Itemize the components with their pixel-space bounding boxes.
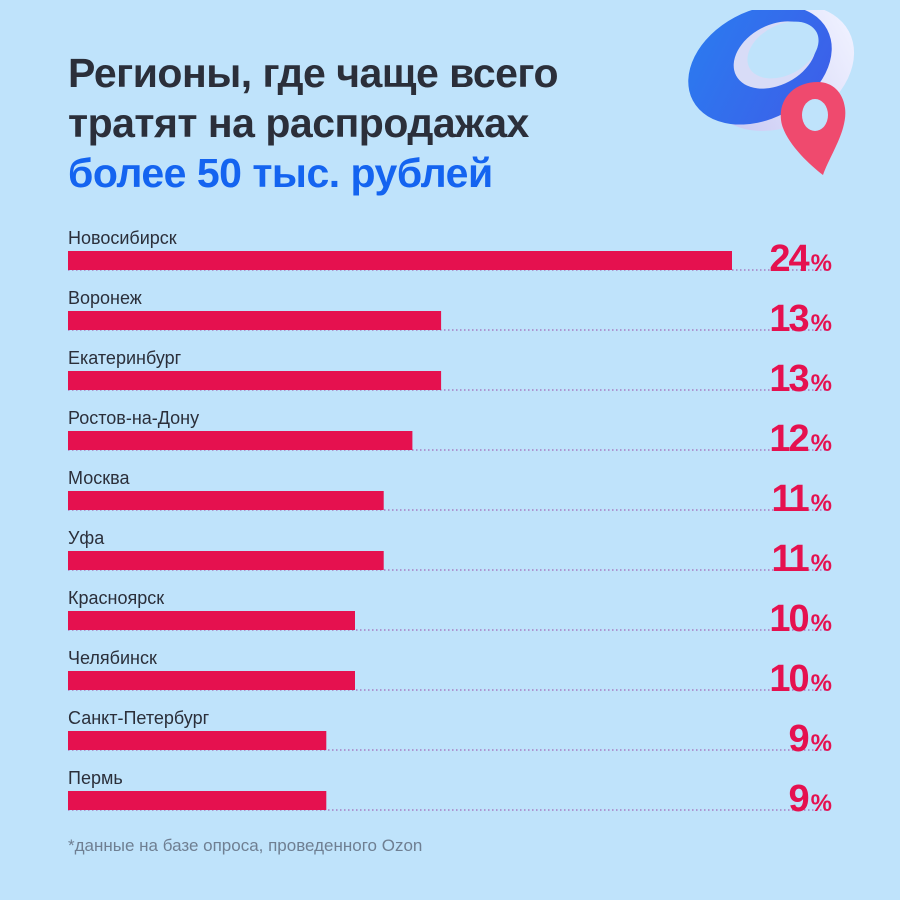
- value-unit: %: [811, 490, 832, 517]
- value-number: 9: [789, 718, 809, 760]
- value-unit: %: [811, 250, 832, 277]
- category-label: Челябинск: [68, 648, 157, 668]
- title-accent: более 50 тыс. рублей: [68, 150, 493, 196]
- bar: [68, 371, 442, 390]
- bar: [68, 791, 327, 810]
- page-title: Регионы, где чаще всего тратят на распро…: [68, 48, 559, 198]
- value-number: 10: [769, 658, 808, 700]
- value-label: 13%: [769, 358, 831, 400]
- decoration: [688, 10, 855, 175]
- footnote: *данные на базе опроса, проведенного Ozo…: [68, 836, 423, 855]
- value-number: 11: [771, 538, 809, 580]
- value-unit: %: [811, 550, 832, 577]
- value-label: 10%: [769, 658, 831, 700]
- category-label: Пермь: [68, 768, 123, 788]
- bar: [68, 311, 442, 330]
- bar: [68, 611, 355, 630]
- value-unit: %: [811, 790, 832, 817]
- value-unit: %: [811, 370, 832, 397]
- value-label: 9%: [789, 778, 832, 820]
- value-number: 9: [789, 778, 809, 820]
- value-label: 13%: [769, 298, 831, 340]
- category-label: Санкт-Петербург: [68, 708, 210, 728]
- value-label: 11%: [771, 538, 831, 580]
- value-unit: %: [811, 610, 832, 637]
- value-number: 12: [769, 418, 808, 460]
- category-label: Ростов-на-Дону: [68, 408, 199, 428]
- value-unit: %: [811, 310, 832, 337]
- category-label: Екатеринбург: [68, 348, 182, 368]
- category-label: Новосибирск: [68, 228, 177, 248]
- bar: [68, 431, 413, 450]
- bar: [68, 251, 732, 270]
- bar: [68, 731, 327, 750]
- category-label: Красноярск: [68, 588, 164, 608]
- title-line-2: тратят на распродажах: [68, 100, 529, 146]
- value-label: 9%: [789, 718, 832, 760]
- value-unit: %: [811, 430, 832, 457]
- value-number: 13: [769, 358, 808, 400]
- bar: [68, 671, 355, 690]
- category-label: Воронеж: [68, 288, 142, 308]
- value-number: 24: [769, 238, 809, 280]
- value-label: 12%: [769, 418, 831, 460]
- title-line-1: Регионы, где чаще всего: [68, 50, 559, 96]
- value-number: 13: [769, 298, 808, 340]
- value-label: 24%: [769, 238, 831, 280]
- value-number: 10: [769, 598, 808, 640]
- value-label: 10%: [769, 598, 831, 640]
- value-unit: %: [811, 670, 832, 697]
- category-label: Уфа: [68, 528, 105, 548]
- value-label: 11%: [771, 478, 831, 520]
- category-label: Москва: [68, 468, 130, 488]
- value-unit: %: [811, 730, 832, 757]
- bar: [68, 491, 384, 510]
- value-number: 11: [771, 478, 809, 520]
- map-pin-icon: [780, 82, 846, 175]
- bar: [68, 551, 384, 570]
